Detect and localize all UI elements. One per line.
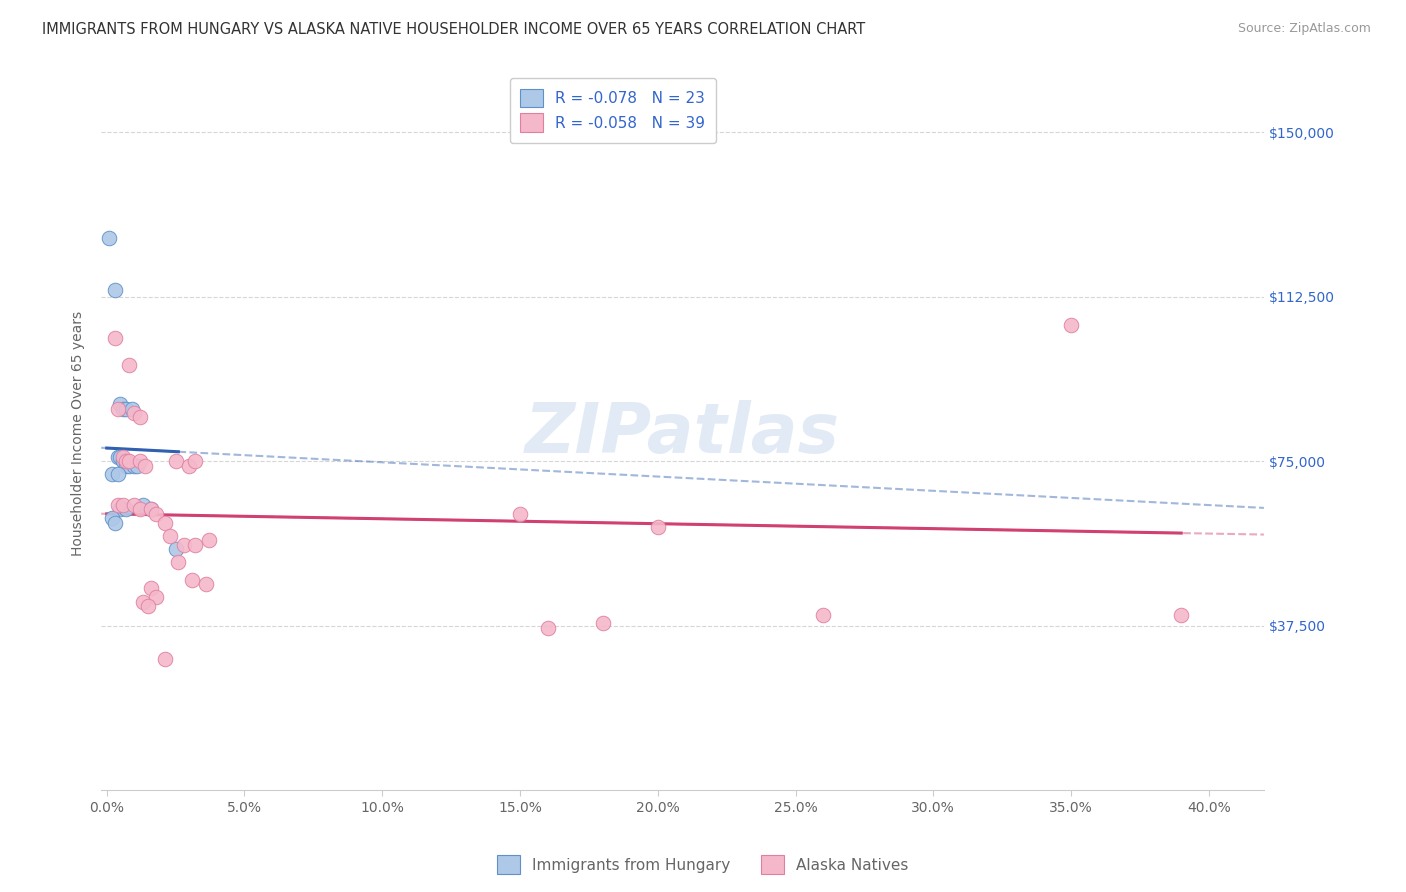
Point bbox=[509, 507, 531, 521]
Point bbox=[112, 401, 135, 416]
Point bbox=[121, 401, 143, 416]
Point bbox=[110, 397, 132, 411]
Point bbox=[145, 590, 167, 604]
Point bbox=[124, 458, 146, 473]
Point bbox=[194, 577, 217, 591]
Point bbox=[128, 502, 150, 516]
Point bbox=[124, 406, 146, 420]
Text: ZIPatlas: ZIPatlas bbox=[524, 401, 839, 467]
Point bbox=[104, 331, 127, 345]
Point bbox=[107, 498, 129, 512]
Point bbox=[165, 454, 187, 468]
Point bbox=[115, 401, 138, 416]
Point bbox=[131, 594, 153, 608]
Point bbox=[179, 458, 201, 473]
Point bbox=[101, 467, 124, 482]
Point bbox=[134, 458, 156, 473]
Point bbox=[118, 454, 141, 468]
Point bbox=[173, 537, 195, 551]
Legend: Immigrants from Hungary, Alaska Natives: Immigrants from Hungary, Alaska Natives bbox=[491, 849, 915, 880]
Point bbox=[128, 410, 150, 425]
Point bbox=[107, 401, 129, 416]
Point bbox=[647, 520, 669, 534]
Point bbox=[153, 651, 176, 665]
Point bbox=[112, 450, 135, 464]
Point bbox=[107, 467, 129, 482]
Point bbox=[145, 507, 167, 521]
Point bbox=[124, 498, 146, 512]
Point bbox=[110, 450, 132, 464]
Point bbox=[131, 498, 153, 512]
Point bbox=[159, 529, 181, 543]
Legend: R = -0.078   N = 23, R = -0.058   N = 39: R = -0.078 N = 23, R = -0.058 N = 39 bbox=[509, 78, 716, 143]
Point bbox=[136, 599, 159, 613]
Point bbox=[115, 454, 138, 468]
Point bbox=[181, 573, 204, 587]
Point bbox=[184, 454, 207, 468]
Point bbox=[118, 458, 141, 473]
Point bbox=[101, 511, 124, 525]
Text: IMMIGRANTS FROM HUNGARY VS ALASKA NATIVE HOUSEHOLDER INCOME OVER 65 YEARS CORREL: IMMIGRANTS FROM HUNGARY VS ALASKA NATIVE… bbox=[42, 22, 866, 37]
Point bbox=[107, 450, 129, 464]
Point bbox=[115, 502, 138, 516]
Point bbox=[536, 621, 558, 635]
Point bbox=[139, 502, 162, 516]
Point bbox=[139, 582, 162, 596]
Point bbox=[115, 454, 138, 468]
Point bbox=[128, 454, 150, 468]
Point bbox=[1170, 607, 1192, 622]
Point bbox=[1060, 318, 1083, 333]
Point bbox=[184, 537, 207, 551]
Y-axis label: Householder Income Over 65 years: Householder Income Over 65 years bbox=[72, 311, 86, 557]
Point bbox=[811, 607, 834, 622]
Point bbox=[112, 498, 135, 512]
Point bbox=[197, 533, 219, 548]
Point bbox=[104, 283, 127, 297]
Point bbox=[165, 541, 187, 556]
Point bbox=[98, 230, 121, 244]
Point bbox=[153, 516, 176, 530]
Point bbox=[115, 458, 138, 473]
Point bbox=[118, 358, 141, 372]
Point bbox=[104, 516, 127, 530]
Point bbox=[125, 458, 148, 473]
Text: Source: ZipAtlas.com: Source: ZipAtlas.com bbox=[1237, 22, 1371, 36]
Point bbox=[110, 502, 132, 516]
Point bbox=[112, 454, 135, 468]
Point bbox=[592, 616, 614, 631]
Point bbox=[139, 502, 162, 516]
Point bbox=[167, 555, 190, 569]
